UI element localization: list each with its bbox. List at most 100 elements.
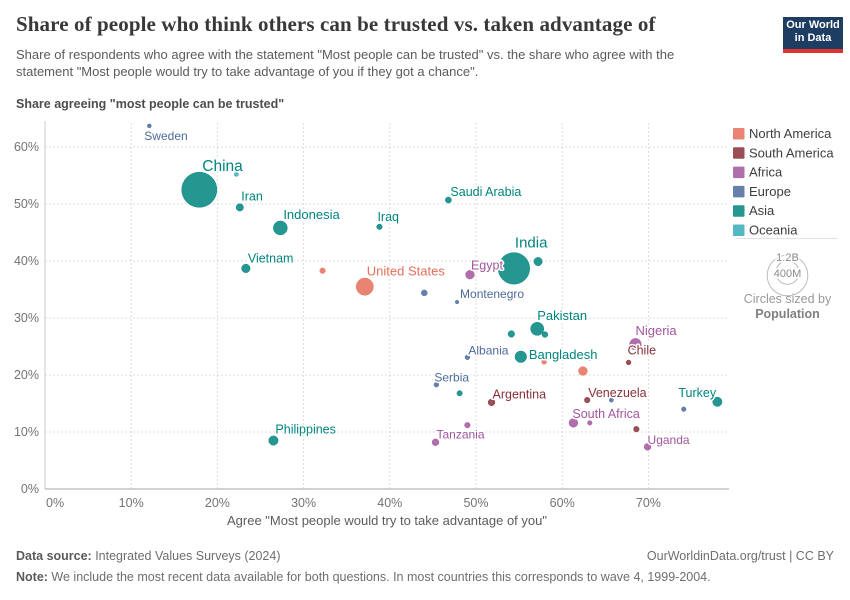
country-label-uganda: Uganda: [648, 433, 690, 447]
country-label-albania: Albania: [468, 343, 508, 357]
data-point-unlabeled[interactable]: [319, 267, 326, 274]
data-point-unlabeled[interactable]: [586, 354, 594, 361]
y-axis-title: Share agreeing "most people can be trust…: [16, 97, 285, 111]
data-point-venezuela[interactable]: [584, 397, 591, 404]
size-legend-caption: Circles sized by: [744, 292, 832, 306]
owid-logo-line2: in Data: [794, 32, 832, 44]
data-point-unlabeled[interactable]: [681, 406, 687, 412]
data-point-china[interactable]: [181, 171, 218, 208]
country-label-south-africa: South Africa: [572, 407, 639, 421]
data-point-unlabeled[interactable]: [633, 426, 640, 433]
legend-swatch-asia[interactable]: [733, 205, 745, 217]
country-label-iraq: Iraq: [377, 210, 399, 224]
data-point-south-africa[interactable]: [568, 418, 579, 428]
data-point-unlabeled[interactable]: [541, 331, 549, 338]
data-point-egypt[interactable]: [465, 270, 475, 280]
data-point-nigeria[interactable]: [629, 338, 642, 351]
size-legend-big-label: 1.2B: [776, 252, 799, 264]
country-label-montenegro: Montenegro: [460, 287, 524, 301]
legend-label-north-america[interactable]: North America: [749, 126, 832, 141]
country-label-saudi-arabia: Saudi Arabia: [450, 185, 521, 199]
country-label-pakistan: Pakistan: [537, 308, 587, 323]
legend-label-europe[interactable]: Europe: [749, 184, 791, 199]
data-point-iraq[interactable]: [376, 223, 383, 230]
country-label-turkey: Turkey: [678, 386, 716, 400]
country-label-india: India: [515, 234, 548, 251]
y-tick-label: 30%: [14, 311, 39, 325]
country-label-bangladesh: Bangladesh: [529, 347, 598, 362]
country-label-nigeria: Nigeria: [635, 323, 677, 338]
data-point-united-states[interactable]: [355, 277, 374, 296]
country-label-argentina: Argentina: [493, 387, 547, 401]
legend-label-south-america[interactable]: South America: [749, 145, 834, 160]
country-label-vietnam: Vietnam: [248, 251, 294, 265]
legend-swatch-oceania[interactable]: [733, 224, 745, 237]
country-label-serbia: Serbia: [434, 371, 469, 385]
legend-swatch-north-america[interactable]: [733, 128, 745, 140]
data-point-turkey[interactable]: [712, 396, 723, 407]
data-point-philippines[interactable]: [268, 435, 279, 446]
country-label-sweden: Sweden: [144, 129, 187, 143]
data-source-line: Data source: Integrated Values Surveys (…: [16, 549, 281, 563]
size-legend-caption-bold: Population: [755, 307, 820, 321]
x-tick-label: 30%: [291, 496, 316, 510]
x-axis-title: Agree "Most people would try to take adv…: [227, 513, 547, 528]
data-point-unlabeled[interactable]: [608, 397, 614, 403]
data-point-unlabeled[interactable]: [456, 390, 463, 397]
data-point-unlabeled[interactable]: [464, 422, 471, 429]
data-point-unlabeled[interactable]: [421, 289, 428, 297]
country-label-philippines: Philippines: [275, 423, 335, 437]
data-point-montenegro[interactable]: [454, 299, 460, 305]
data-point-unlabeled[interactable]: [587, 420, 593, 426]
owid-logo[interactable]: Our World in Data: [783, 17, 843, 53]
x-tick-label: 20%: [205, 496, 230, 510]
legend-label-oceania[interactable]: Oceania: [749, 223, 798, 238]
country-label-chile: Chile: [628, 343, 657, 357]
page-subtitle: Share of respondents who agree with the …: [16, 47, 675, 79]
x-tick-label: 40%: [377, 496, 402, 510]
data-point-unlabeled[interactable]: [234, 172, 239, 177]
data-point-india[interactable]: [497, 252, 530, 285]
data-point-serbia[interactable]: [433, 382, 439, 388]
y-tick-label: 0%: [21, 482, 39, 496]
page-title: Share of people who think others can be …: [16, 12, 656, 36]
license-link[interactable]: OurWorldinData.org/trust | CC BY: [646, 549, 834, 563]
legend-label-asia[interactable]: Asia: [749, 203, 775, 218]
legend-swatch-south-america[interactable]: [733, 147, 745, 159]
country-label-venezuela: Venezuela: [588, 386, 646, 400]
data-point-sweden[interactable]: [147, 123, 152, 129]
note-line: Note: We include the most recent data av…: [16, 570, 711, 584]
data-point-tanzania[interactable]: [431, 438, 440, 446]
data-source-label: Data source:: [16, 549, 92, 563]
country-label-egypt: Egypt: [471, 259, 503, 273]
note-label: Note:: [16, 570, 48, 584]
data-point-uganda[interactable]: [643, 443, 652, 451]
data-point-albania[interactable]: [464, 354, 471, 360]
data-point-unlabeled[interactable]: [541, 359, 547, 365]
data-point-argentina[interactable]: [487, 398, 496, 407]
data-point-chile[interactable]: [625, 359, 632, 366]
data-point-vietnam[interactable]: [241, 263, 251, 273]
data-point-saudi-arabia[interactable]: [445, 196, 452, 204]
legend-swatch-africa[interactable]: [733, 166, 745, 179]
data-point-indonesia[interactable]: [273, 220, 288, 236]
data-point-bangladesh[interactable]: [514, 350, 527, 363]
data-point-pakistan[interactable]: [530, 321, 545, 336]
legend-label-africa[interactable]: Africa: [749, 165, 783, 180]
legend-swatch-europe[interactable]: [733, 185, 745, 198]
country-label-china: China: [202, 158, 243, 175]
country-label-indonesia: Indonesia: [283, 207, 340, 222]
y-tick-label: 20%: [14, 368, 39, 382]
country-label-iran: Iran: [241, 189, 263, 203]
data-point-unlabeled[interactable]: [507, 330, 515, 338]
data-point-unlabeled[interactable]: [533, 257, 543, 267]
data-point-unlabeled[interactable]: [578, 366, 588, 376]
x-tick-label: 60%: [550, 496, 575, 510]
size-legend-small-label: 400M: [774, 268, 802, 280]
note-text: We include the most recent data availabl…: [47, 570, 711, 584]
y-tick-label: 10%: [14, 425, 39, 439]
x-tick-label: 0%: [46, 496, 64, 510]
x-tick-label: 50%: [463, 496, 488, 510]
data-point-iran[interactable]: [235, 203, 244, 212]
